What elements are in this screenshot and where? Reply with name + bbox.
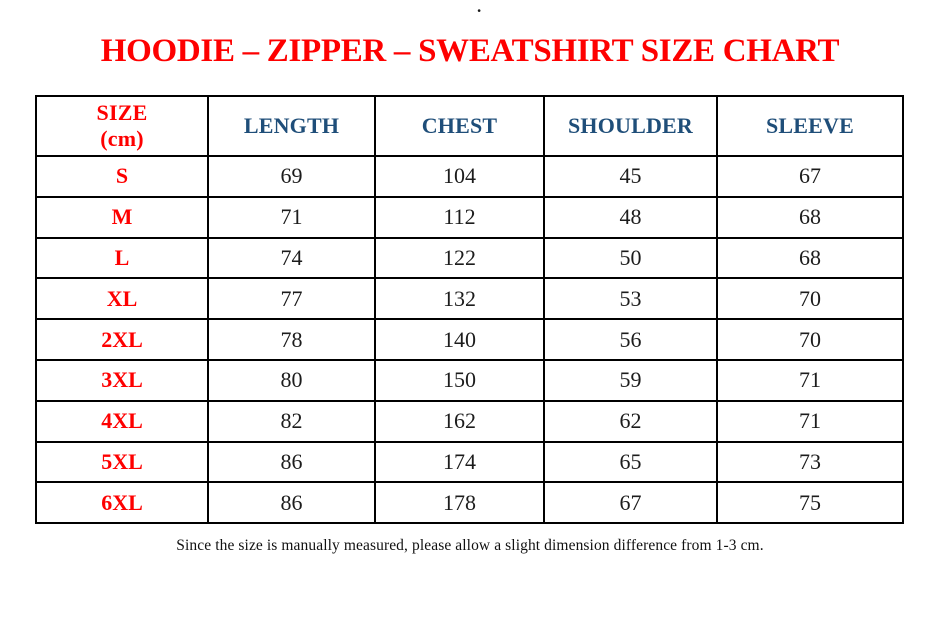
size-cell: XL [35, 277, 209, 321]
header-size-line1: SIZE [96, 100, 148, 126]
value-cell: 77 [207, 277, 376, 321]
size-table-body: S 69 104 45 67 M 71 112 48 68 L 74 122 50 68 XL 77 132 53 7… [35, 155, 904, 525]
table-row: 4XL 82 162 62 71 [35, 399, 904, 443]
size-cell: L [35, 236, 209, 280]
value-cell: 174 [374, 440, 545, 484]
value-cell: 48 [543, 195, 718, 239]
size-cell: M [35, 195, 209, 239]
value-cell: 70 [716, 277, 904, 321]
table-row: 6XL 86 178 67 75 [35, 481, 904, 525]
value-cell: 67 [543, 481, 718, 525]
size-cell: 4XL [35, 399, 209, 443]
header-cell-sleeve: SLEEVE [716, 95, 904, 157]
size-cell: 6XL [35, 481, 209, 525]
size-cell: 2XL [35, 318, 209, 361]
header-cell-size: SIZE (cm) [35, 95, 209, 157]
header-size-line2: (cm) [100, 126, 144, 151]
value-cell: 71 [716, 358, 904, 402]
value-cell: 74 [207, 236, 376, 280]
value-cell: 178 [374, 481, 545, 525]
header-cell-chest: CHEST [374, 95, 545, 157]
stray-dot-mark: . [477, 0, 482, 16]
value-cell: 69 [207, 155, 376, 198]
value-cell: 59 [543, 358, 718, 402]
value-cell: 80 [207, 358, 376, 402]
value-cell: 104 [374, 155, 545, 198]
size-cell: 3XL [35, 358, 209, 402]
value-cell: 68 [716, 236, 904, 280]
value-cell: 86 [207, 440, 376, 484]
value-cell: 162 [374, 399, 545, 443]
value-cell: 45 [543, 155, 718, 198]
value-cell: 53 [543, 277, 718, 321]
value-cell: 71 [716, 399, 904, 443]
value-cell: 140 [374, 318, 545, 361]
size-chart-table: SIZE (cm) LENGTH CHEST SHOULDER SLEEVE S… [35, 95, 904, 525]
value-cell: 50 [543, 236, 718, 280]
value-cell: 150 [374, 358, 545, 402]
value-cell: 68 [716, 195, 904, 239]
header-cell-shoulder: SHOULDER [543, 95, 718, 157]
value-cell: 112 [374, 195, 545, 239]
value-cell: 65 [543, 440, 718, 484]
value-cell: 67 [716, 155, 904, 198]
value-cell: 56 [543, 318, 718, 361]
value-cell: 122 [374, 236, 545, 280]
measurement-note: Since the size is manually measured, ple… [176, 537, 764, 554]
size-cell: 5XL [35, 440, 209, 484]
value-cell: 132 [374, 277, 545, 321]
value-cell: 78 [207, 318, 376, 361]
table-row: 5XL 86 174 65 73 [35, 440, 904, 484]
value-cell: 62 [543, 399, 718, 443]
value-cell: 75 [716, 481, 904, 525]
table-row: L 74 122 50 68 [35, 236, 904, 280]
value-cell: 73 [716, 440, 904, 484]
page-title: HOODIE – ZIPPER – SWEATSHIRT SIZE CHART [100, 33, 840, 69]
header-row: SIZE (cm) LENGTH CHEST SHOULDER SLEEVE [35, 95, 904, 157]
header-cell-length: LENGTH [207, 95, 376, 157]
table-row: M 71 112 48 68 [35, 195, 904, 239]
value-cell: 71 [207, 195, 376, 239]
table-row: XL 77 132 53 70 [35, 277, 904, 321]
table-row: 2XL 78 140 56 70 [35, 318, 904, 361]
table-row: 3XL 80 150 59 71 [35, 358, 904, 402]
value-cell: 86 [207, 481, 376, 525]
size-cell: S [35, 155, 209, 198]
table-row: S 69 104 45 67 [35, 155, 904, 198]
value-cell: 82 [207, 399, 376, 443]
value-cell: 70 [716, 318, 904, 361]
